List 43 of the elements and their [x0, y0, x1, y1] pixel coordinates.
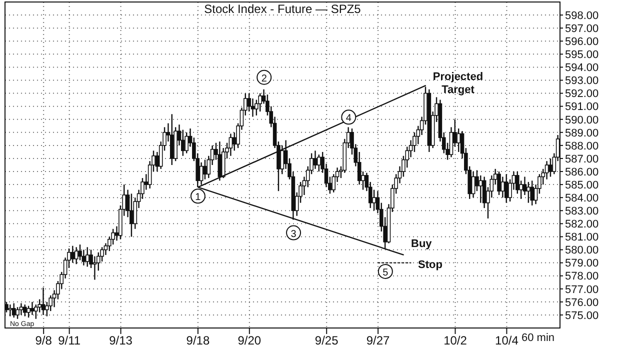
y-tick-label: 597.00	[565, 22, 599, 35]
chart-title: Stock Index - Future — SPZ5	[204, 2, 362, 16]
y-tick-label: 581.00	[565, 232, 599, 244]
y-tick-label: 590.00	[565, 114, 599, 126]
y-tick-label: 595.00	[565, 49, 599, 62]
y-tick-label: 583.00	[565, 206, 599, 218]
annotation: Stop	[418, 259, 443, 271]
annotation: 4	[346, 113, 352, 124]
x-tick-label: 9/8	[35, 334, 52, 346]
y-tick-label: 580.00	[565, 244, 599, 257]
y-tick-label: 591.00	[565, 101, 599, 114]
y-tick-label: 584.00	[565, 192, 599, 205]
x-tick-label: 10/4	[495, 334, 519, 346]
x-tick-label: 10/2	[444, 334, 468, 346]
annotation: Buy	[411, 238, 433, 250]
x-tick-label: 9/25	[314, 334, 339, 346]
y-tick-label: 582.00	[565, 218, 599, 231]
annotation: Projected Target	[432, 71, 484, 96]
y-tick-label: 593.00	[565, 75, 599, 88]
y-tick-label: 587.00	[565, 153, 599, 166]
y-tick-label: 589.00	[565, 127, 599, 140]
y-tick-label: 579.00	[565, 258, 599, 270]
y-tick-label: 588.00	[565, 140, 599, 152]
y-tick-label: 585.00	[565, 179, 599, 192]
y-tick-label: 577.00	[565, 284, 599, 296]
y-tick-label: 578.00	[565, 270, 599, 283]
x-tick-label: 9/13	[109, 334, 133, 346]
annotation: 2	[261, 73, 268, 84]
x-tick-label: 9/27	[366, 334, 390, 346]
annotation: 1	[195, 192, 202, 204]
annotation: 3	[290, 228, 297, 240]
y-tick-label: 598.00	[565, 10, 599, 22]
y-tick-label: 594.00	[565, 62, 599, 74]
y-tick-label: 586.00	[565, 166, 599, 178]
y-tick-label: 575.00	[565, 310, 599, 322]
x-tick-label: 9/20	[238, 334, 262, 346]
text: 60 min	[521, 332, 555, 344]
x-tick-label: 9/11	[58, 334, 81, 346]
y-tick-label: 596.00	[565, 36, 599, 48]
y-tick-label: 592.00	[565, 88, 599, 100]
annotation: 5	[382, 267, 389, 278]
y-tick-label: 576.00	[565, 296, 599, 309]
x-tick-label: 9/18	[186, 334, 210, 346]
